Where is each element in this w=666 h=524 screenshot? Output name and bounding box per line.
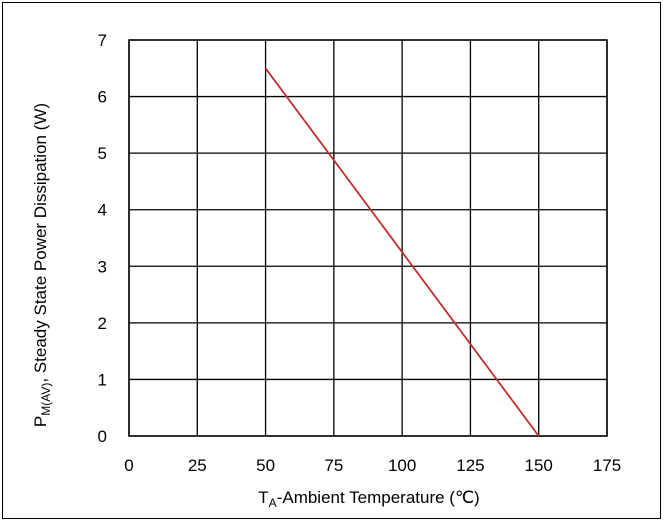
y-tick-label: 5 [98,144,107,163]
series-layer [264,67,540,437]
x-tick-label: 25 [188,456,207,475]
y-tick-label: 1 [98,370,107,389]
y-axis-label-main: P [31,416,50,427]
chart-frame [2,2,661,519]
y-axis-label-sub: M(AV) [39,383,53,416]
series-line-0 [264,67,540,437]
x-axis-label-sub: A [269,496,277,510]
x-axis-label-rest: -Ambient Temperature (℃) [277,488,480,507]
y-tick-label: 0 [98,427,107,446]
y-tick-label: 2 [98,314,107,333]
y-tick-label: 4 [98,201,107,220]
y-axis-label: PM(AV), Steady State Power Dissipation (… [31,103,53,427]
y-axis-label-rest: , Steady State Power Dissipation (W) [31,103,50,383]
x-axis-label: TA-Ambient Temperature (℃) [258,488,479,510]
y-tick-label: 7 [98,31,107,50]
grid [128,39,608,437]
y-tick-labels: 0 1 2 3 4 5 6 7 [98,31,107,446]
x-tick-labels: 0 25 50 75 100 125 150 175 [124,456,621,475]
x-tick-label: 150 [525,456,553,475]
x-tick-label: 100 [388,456,416,475]
y-tick-label: 3 [98,257,107,276]
x-tick-label: 0 [124,456,133,475]
plot-area-border [128,39,608,437]
x-tick-label: 75 [324,456,343,475]
x-tick-label: 125 [456,456,484,475]
x-axis-label-main: T [258,488,268,507]
y-tick-label: 6 [98,88,107,107]
x-tick-label: 175 [593,456,621,475]
x-tick-label: 50 [256,456,275,475]
